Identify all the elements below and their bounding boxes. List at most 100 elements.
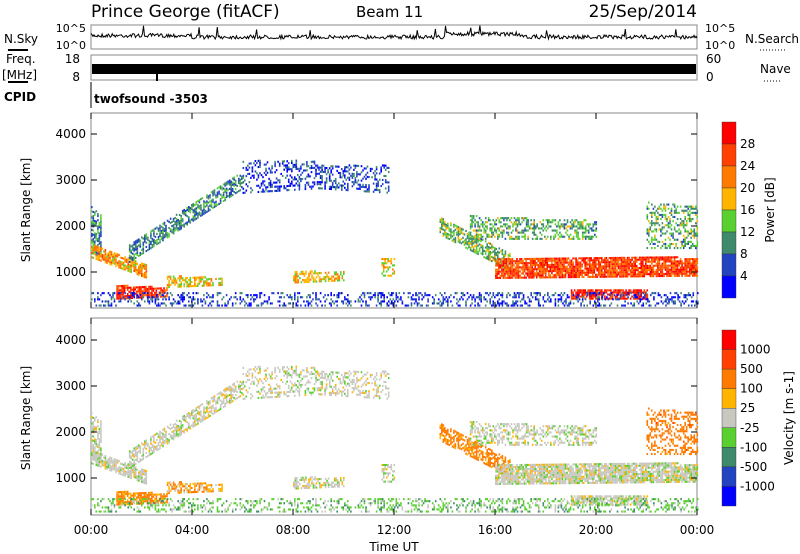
velocity-cell <box>94 417 96 420</box>
power-cell <box>113 256 116 259</box>
velocity-cell <box>94 430 96 433</box>
power-cell <box>448 233 451 236</box>
power-cell <box>178 213 181 216</box>
power-cell <box>637 273 639 276</box>
power-cell <box>584 227 587 230</box>
power-cell <box>330 179 332 182</box>
power-cell <box>533 221 535 224</box>
power-cell <box>696 262 699 265</box>
power-cell <box>218 292 220 295</box>
power-cell <box>537 259 539 262</box>
power-cell <box>183 298 185 301</box>
power-cell <box>307 300 310 303</box>
power-cell <box>560 265 562 268</box>
power-cell <box>608 269 611 272</box>
nsearch-label: N.Search <box>745 32 799 46</box>
power-cell <box>573 271 576 274</box>
power-cell <box>652 211 655 214</box>
power-cell <box>481 249 484 252</box>
power-cell <box>616 263 618 266</box>
power-cell <box>538 276 541 279</box>
power-cell <box>130 268 132 271</box>
power-cell <box>695 234 697 237</box>
power-cell <box>655 275 658 278</box>
power-cell <box>554 298 557 301</box>
power-cell <box>333 273 336 276</box>
power-cell <box>149 287 152 290</box>
power-cell <box>280 185 282 188</box>
power-cell <box>575 263 577 266</box>
power-cell <box>309 175 311 178</box>
power-cell <box>393 270 396 273</box>
power-cell <box>244 191 246 194</box>
power-cell <box>620 273 623 276</box>
power-cell <box>670 207 673 210</box>
power-cell <box>622 289 624 292</box>
power-cell <box>118 292 120 295</box>
power-cell <box>511 264 514 267</box>
power-cell <box>548 259 550 262</box>
power-cell <box>234 183 237 186</box>
power-cell <box>648 234 650 237</box>
power-cell <box>564 272 567 275</box>
power-cell <box>569 259 571 262</box>
power-cell <box>184 304 187 307</box>
power-cell <box>524 235 526 238</box>
power-cell <box>593 265 596 268</box>
power-cell <box>142 286 144 289</box>
power-cell <box>566 259 568 262</box>
power-cell <box>154 287 156 290</box>
power-cell <box>508 266 511 269</box>
power-cell <box>184 212 187 215</box>
power-cell <box>623 267 626 270</box>
velocity-cell <box>109 466 111 469</box>
power-cell <box>306 169 308 172</box>
power-cell <box>203 282 205 285</box>
power-cell <box>347 298 349 301</box>
power-cell <box>629 262 632 265</box>
power-cell <box>696 274 699 277</box>
power-cell <box>682 222 685 225</box>
power-cell <box>322 170 325 173</box>
power-cell <box>675 244 677 247</box>
power-cell <box>475 237 478 240</box>
power-cell <box>360 185 363 188</box>
power-cell <box>457 228 460 231</box>
power-cell <box>607 275 609 278</box>
power-cell <box>304 186 307 189</box>
power-cell <box>495 294 498 297</box>
power-cell <box>661 256 664 259</box>
power-cell <box>134 262 137 265</box>
power-cell <box>248 304 251 307</box>
power-cell <box>584 298 587 301</box>
power-cell <box>262 188 264 191</box>
power-cell <box>166 277 169 280</box>
velocity-cell <box>91 422 93 425</box>
power-cell <box>195 276 198 279</box>
power-cell <box>498 233 501 236</box>
power-cell <box>589 223 591 226</box>
power-cell <box>374 294 376 297</box>
power-cell <box>126 284 129 287</box>
power-cell <box>327 271 330 274</box>
power-cell <box>608 289 611 292</box>
velocity-cell <box>92 456 95 459</box>
power-cell <box>100 247 102 250</box>
power-cell <box>497 302 499 305</box>
power-cell <box>234 292 237 295</box>
power-cell <box>94 219 96 222</box>
power-cell <box>537 274 539 277</box>
velocity-cell <box>110 469 113 472</box>
power-cell <box>203 294 205 297</box>
power-cell <box>103 292 105 295</box>
power-cell <box>577 296 579 299</box>
power-cell <box>642 271 644 274</box>
power-cell <box>654 205 656 208</box>
power-cell <box>673 247 676 250</box>
power-cell <box>592 269 594 272</box>
power-cell <box>218 190 220 193</box>
power-cell <box>627 302 629 305</box>
power-cell <box>119 300 122 303</box>
power-cell <box>635 258 638 261</box>
power-cell <box>513 274 515 277</box>
